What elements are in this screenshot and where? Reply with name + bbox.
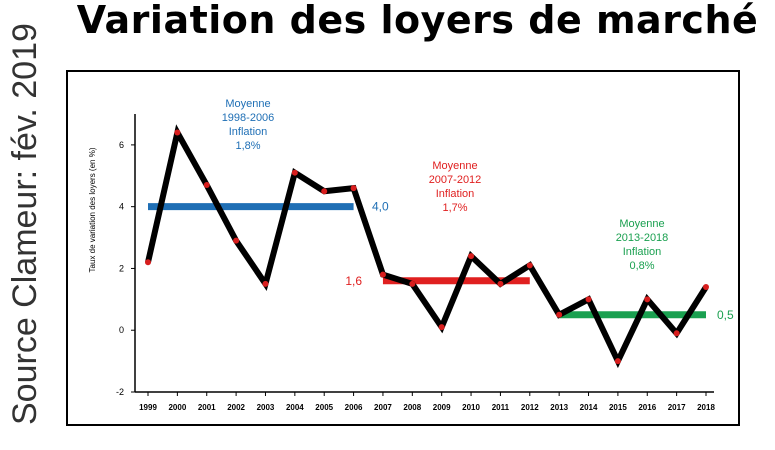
x-tick-label: 2001 xyxy=(198,403,216,412)
data-point xyxy=(262,280,269,287)
page-title: Variation des loyers de marché xyxy=(76,0,759,42)
data-point xyxy=(321,188,328,195)
x-tick-label: 2002 xyxy=(227,403,245,412)
data-point xyxy=(350,185,357,192)
data-point xyxy=(409,280,416,287)
x-tick-label: 2012 xyxy=(521,403,539,412)
y-axis-label: Taux de variation des loyers (en %) xyxy=(88,147,97,272)
x-tick-label: 2015 xyxy=(609,403,627,412)
x-tick-label: 2005 xyxy=(315,403,333,412)
x-tick-label: 2006 xyxy=(345,403,363,412)
data-point xyxy=(145,259,151,266)
x-tick-label: 2016 xyxy=(638,403,656,412)
data-point xyxy=(556,311,563,318)
x-tick-label: 2013 xyxy=(550,403,568,412)
average-label-line: 1998-2006 xyxy=(222,112,275,124)
data-point xyxy=(614,358,621,365)
data-point xyxy=(585,296,592,303)
data-point xyxy=(673,330,680,337)
data-point xyxy=(379,271,386,278)
x-tick-label: 2009 xyxy=(433,403,451,412)
data-point xyxy=(703,283,709,290)
y-tick-label: 4 xyxy=(119,202,124,212)
x-tick-label: 2007 xyxy=(374,403,392,412)
average-label-line: Inflation xyxy=(436,188,475,200)
average-label-line: Moyenne xyxy=(619,218,664,230)
y-tick-label: -2 xyxy=(116,387,124,397)
average-label-line: Moyenne xyxy=(225,98,270,110)
x-tick-label: 2011 xyxy=(492,403,510,412)
data-point xyxy=(468,253,475,260)
y-tick-label: 2 xyxy=(119,263,124,273)
data-point xyxy=(526,262,533,269)
data-point xyxy=(497,280,504,287)
x-tick-label: 2018 xyxy=(697,403,715,412)
data-point xyxy=(174,129,181,136)
data-point xyxy=(233,237,240,244)
average-value-label: 4,0 xyxy=(372,200,389,214)
data-point xyxy=(291,169,298,176)
average-label-line: 1,7% xyxy=(442,202,467,214)
y-tick-label: 6 xyxy=(119,140,124,150)
y-tick-label: 0 xyxy=(119,325,124,335)
x-tick-label: 2000 xyxy=(168,403,186,412)
x-tick-label: 1999 xyxy=(139,403,157,412)
average-label-line: Inflation xyxy=(229,126,268,138)
average-label-line: Moyenne xyxy=(432,160,477,172)
average-value-label: 1,6 xyxy=(345,274,362,288)
average-label-line: 1,8% xyxy=(235,140,260,152)
data-point xyxy=(203,182,210,189)
x-tick-label: 2010 xyxy=(462,403,480,412)
data-point xyxy=(644,296,651,303)
average-label-line: Inflation xyxy=(623,246,662,258)
x-tick-label: 2017 xyxy=(668,403,686,412)
data-point xyxy=(438,324,445,331)
x-tick-label: 2004 xyxy=(286,403,304,412)
x-tick-label: 2003 xyxy=(257,403,275,412)
average-label-line: 2007-2012 xyxy=(429,174,482,186)
average-label-line: 2013-2018 xyxy=(616,232,669,244)
x-tick-label: 2014 xyxy=(580,403,598,412)
average-label-line: 0,8% xyxy=(629,260,654,272)
series-line xyxy=(145,124,709,369)
x-tick-label: 2008 xyxy=(403,403,421,412)
average-value-label: 0,5 xyxy=(717,308,734,322)
